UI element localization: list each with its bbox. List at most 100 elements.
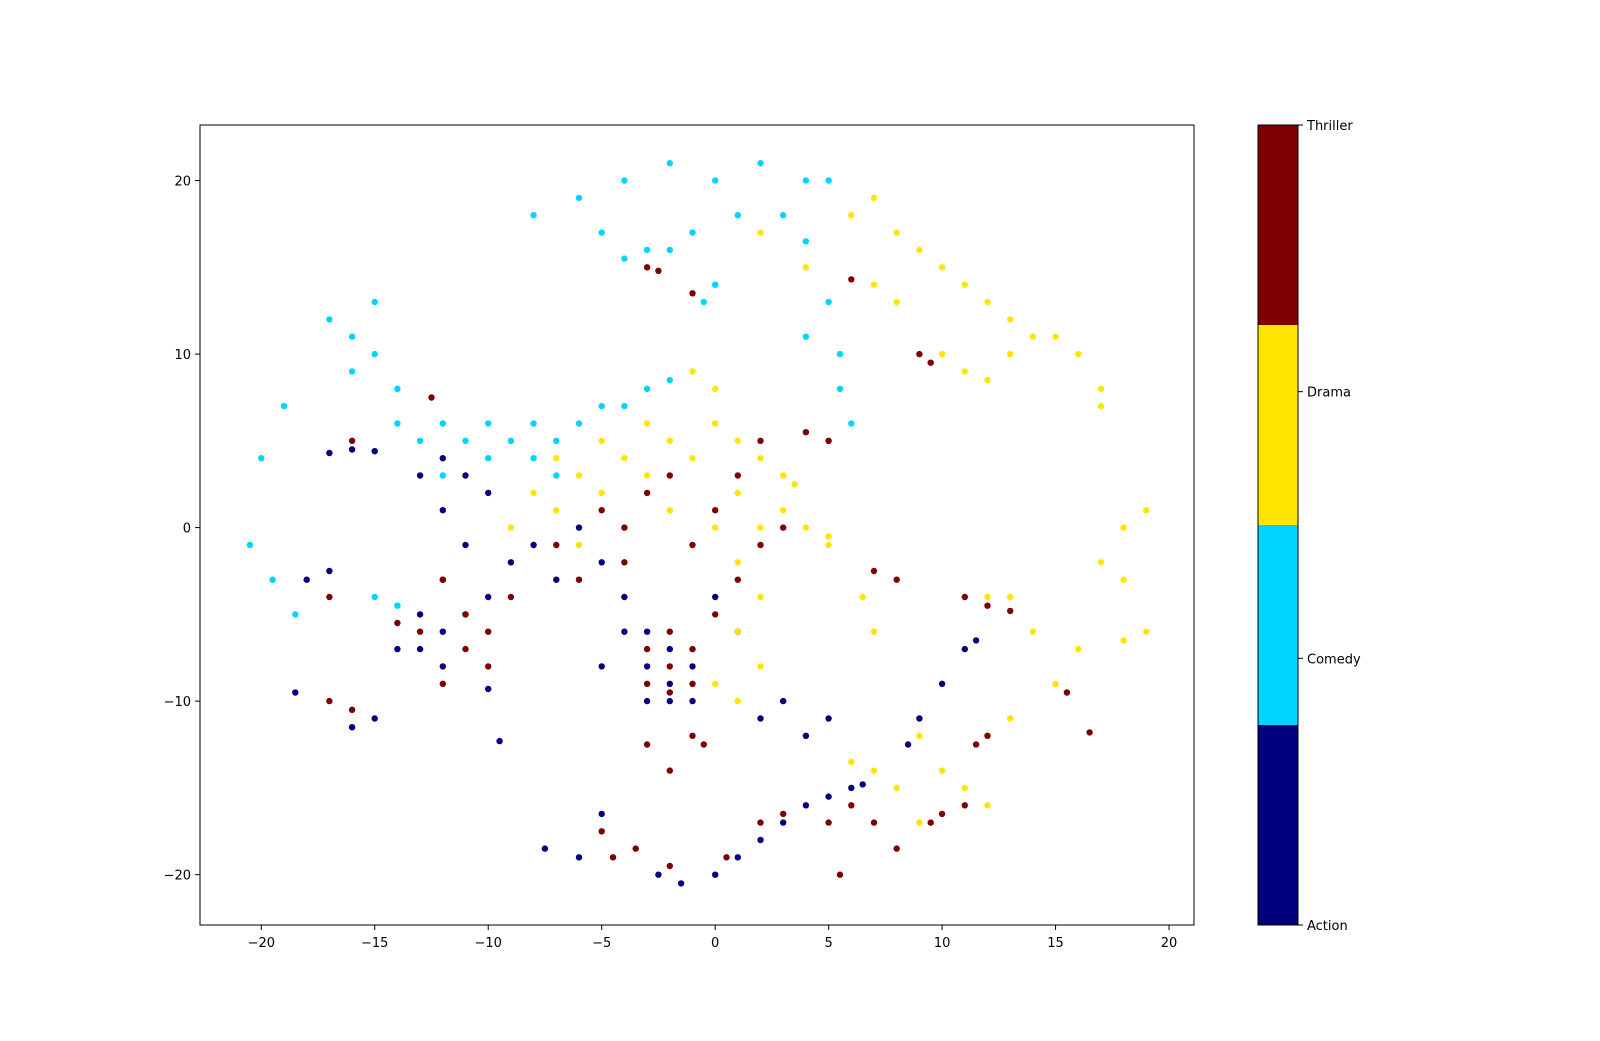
point-drama-53 [1007, 350, 1014, 358]
point-thriller-5 [507, 593, 515, 601]
point-comedy-42 [780, 212, 787, 219]
point-action-25 [348, 446, 356, 453]
point-comedy-41 [734, 212, 741, 219]
point-thriller-19 [598, 507, 605, 514]
point-drama-74 [893, 784, 900, 792]
point-thriller-11 [689, 680, 696, 687]
point-thriller-21 [712, 507, 719, 514]
point-action-26 [371, 448, 378, 455]
point-drama-41 [984, 298, 991, 306]
point-comedy-9 [643, 385, 651, 392]
point-comedy-14 [530, 455, 537, 462]
point-comedy-18 [371, 350, 378, 358]
point-drama-43 [1029, 333, 1037, 340]
point-drama-20 [734, 559, 741, 566]
point-thriller-45 [893, 576, 900, 583]
point-drama-47 [1097, 402, 1105, 410]
point-comedy-3 [507, 437, 515, 444]
point-drama-9 [553, 507, 560, 514]
point-drama-75 [961, 784, 968, 792]
point-action-31 [371, 715, 378, 722]
point-action-19 [666, 645, 673, 653]
point-comedy-24 [258, 455, 265, 462]
point-drama-5 [734, 437, 741, 444]
x-tick-label-0: −20 [248, 936, 275, 951]
point-comedy-21 [371, 298, 378, 306]
point-drama-66 [1143, 507, 1150, 514]
point-thriller-2 [416, 628, 424, 635]
point-thriller-1 [462, 611, 469, 618]
point-thriller-67 [972, 741, 980, 748]
point-action-41 [757, 836, 764, 844]
point-thriller-46 [961, 593, 968, 601]
point-drama-63 [1120, 637, 1127, 644]
point-thriller-59 [780, 810, 787, 818]
point-action-62 [621, 628, 628, 635]
point-comedy-45 [666, 246, 673, 254]
point-thriller-51 [643, 741, 651, 748]
point-drama-49 [893, 298, 900, 306]
point-comedy-36 [802, 177, 810, 184]
point-comedy-15 [553, 472, 560, 479]
point-action-14 [507, 559, 515, 566]
series-drama [507, 194, 1150, 826]
point-drama-79 [916, 819, 923, 826]
point-comedy-35 [757, 160, 764, 167]
point-action-21 [689, 697, 696, 705]
point-action-24 [326, 449, 333, 457]
point-thriller-57 [723, 854, 730, 861]
point-thriller-0 [439, 576, 446, 583]
x-tick-label-3: −5 [592, 936, 611, 951]
point-comedy-4 [530, 420, 537, 427]
point-comedy-29 [394, 602, 401, 609]
point-thriller-3 [462, 645, 469, 653]
point-action-47 [825, 715, 832, 722]
point-action-30 [348, 724, 356, 731]
point-drama-11 [643, 472, 651, 479]
point-action-18 [689, 663, 696, 670]
point-action-33 [496, 737, 503, 745]
colorbar-label-comedy: Comedy [1307, 652, 1361, 667]
series-comedy [246, 160, 855, 618]
point-action-23 [643, 663, 651, 670]
point-drama-61 [1029, 628, 1037, 635]
point-action-51 [904, 741, 912, 748]
point-thriller-68 [984, 732, 991, 739]
point-drama-14 [757, 524, 764, 531]
point-drama-33 [825, 541, 832, 549]
point-action-52 [916, 715, 923, 722]
y-tick-label-0: −20 [164, 869, 191, 884]
point-drama-13 [734, 489, 741, 497]
point-drama-70 [1007, 715, 1014, 722]
point-drama-56 [859, 593, 866, 601]
point-thriller-55 [632, 845, 639, 852]
x-tick-label-2: −10 [474, 936, 501, 951]
point-drama-59 [984, 593, 991, 601]
point-drama-16 [575, 541, 583, 549]
point-action-16 [643, 697, 651, 705]
point-thriller-54 [609, 854, 617, 861]
point-drama-7 [780, 472, 787, 479]
colorbar-segment-drama [1258, 325, 1298, 525]
point-drama-10 [598, 489, 605, 497]
point-thriller-41 [927, 359, 934, 366]
point-drama-67 [1097, 559, 1105, 566]
point-thriller-37 [655, 267, 662, 274]
point-thriller-65 [938, 810, 946, 818]
colorbar-segment-comedy [1258, 525, 1298, 725]
point-action-61 [553, 576, 560, 583]
point-comedy-8 [621, 402, 628, 410]
point-thriller-35 [348, 437, 356, 444]
x-axis: −20 −15 −10 −5 0 5 10 15 20 [248, 925, 1177, 951]
colorbar-segment-action [1258, 725, 1298, 925]
point-thriller-30 [326, 697, 333, 705]
point-comedy-44 [621, 255, 628, 262]
point-drama-26 [712, 385, 719, 392]
point-action-42 [780, 819, 787, 826]
point-action-13 [485, 489, 492, 497]
colorbar-segment-thriller [1258, 125, 1298, 325]
point-action-0 [439, 628, 446, 635]
point-action-9 [439, 507, 446, 514]
point-thriller-29 [621, 559, 628, 566]
